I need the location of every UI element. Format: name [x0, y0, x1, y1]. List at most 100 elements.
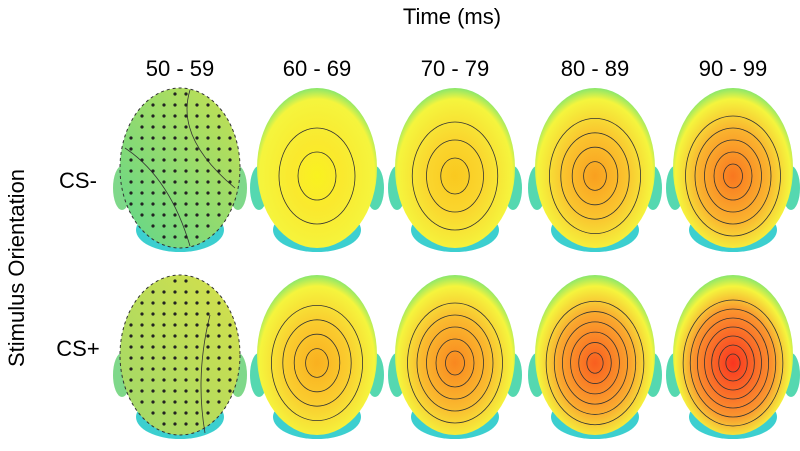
electrode: [162, 180, 166, 184]
electrode: [195, 345, 199, 349]
electrode: [151, 147, 155, 151]
head-surface: [535, 88, 655, 248]
electrode: [173, 202, 177, 206]
electrode: [162, 224, 166, 228]
electrode: [162, 213, 166, 217]
head-map: [113, 87, 247, 252]
electrode: [228, 147, 232, 151]
electrode: [140, 125, 144, 129]
electrode: [206, 345, 210, 349]
electrode: [173, 378, 177, 382]
electrode: [184, 114, 188, 118]
electrode: [129, 136, 133, 140]
electrode: [206, 147, 210, 151]
contour: [305, 348, 329, 378]
electrode: [228, 169, 232, 173]
electrode: [206, 323, 210, 327]
electrode: [206, 411, 210, 415]
electrode: [173, 301, 177, 305]
electrode: [162, 422, 166, 426]
electrode: [217, 378, 221, 382]
electrode: [151, 213, 155, 217]
electrode: [195, 191, 199, 195]
contour: [545, 300, 645, 426]
electrode: [173, 422, 177, 426]
electrode: [184, 422, 188, 426]
contour: [682, 299, 784, 427]
electrode: [217, 301, 221, 305]
electrode: [217, 400, 221, 404]
electrode: [162, 169, 166, 173]
electrode: [140, 147, 144, 151]
electrode: [228, 202, 232, 206]
electrode: [162, 301, 166, 305]
electrode: [228, 378, 232, 382]
electrode: [206, 103, 210, 107]
electrode: [195, 290, 199, 294]
electrode: [162, 136, 166, 140]
electrode: [151, 103, 155, 107]
head-map: [388, 88, 522, 252]
head-map: [528, 275, 662, 439]
electrode: [173, 125, 177, 129]
electrode: [184, 235, 188, 239]
contour: [407, 302, 503, 424]
electrode: [151, 158, 155, 162]
electrode: [140, 334, 144, 338]
electrode: [151, 334, 155, 338]
electrode: [140, 312, 144, 316]
contour: [270, 304, 363, 421]
electrode: [129, 180, 133, 184]
electrode: [140, 136, 144, 140]
electrode: [162, 202, 166, 206]
electrode: [173, 147, 177, 151]
electrode: [184, 356, 188, 360]
electrode: [162, 103, 166, 107]
contour: [278, 127, 356, 225]
contour: [297, 151, 337, 201]
electrode: [206, 213, 210, 217]
electrode: [129, 389, 133, 393]
contour: [416, 314, 494, 412]
head-surface: [395, 275, 515, 435]
electrode: [184, 312, 188, 316]
electrode: [140, 180, 144, 184]
contour: [685, 115, 781, 237]
electrode: [162, 400, 166, 404]
electrode: [217, 169, 221, 173]
electrode: [195, 158, 199, 162]
electrode: [217, 356, 221, 360]
contour: [713, 151, 753, 201]
electrode: [140, 356, 144, 360]
electrode: [173, 290, 177, 294]
contour: [282, 319, 352, 407]
electrode: [184, 191, 188, 195]
head-map: [666, 275, 800, 439]
electrode: [129, 169, 133, 173]
contour: [435, 338, 475, 388]
electrode: [217, 389, 221, 393]
electrode: [173, 213, 177, 217]
electrode: [173, 345, 177, 349]
head-surface: [673, 275, 793, 435]
contour: [578, 342, 612, 384]
electrode: [162, 411, 166, 415]
head-maps: [113, 87, 800, 439]
electrode: [129, 356, 133, 360]
contour: [549, 118, 642, 234]
electrode: [184, 224, 188, 228]
head-map: [113, 274, 247, 439]
electrode: [195, 169, 199, 173]
electrode: [173, 411, 177, 415]
electrode: [173, 356, 177, 360]
electrode: [217, 114, 221, 118]
head-surface: [395, 88, 515, 248]
electrode: [206, 290, 210, 294]
electrode: [151, 323, 155, 327]
electrode: [129, 202, 133, 206]
y-label: Stimulus Orientation: [4, 169, 29, 367]
electrode: [184, 147, 188, 151]
contour: [560, 132, 630, 220]
contour: [426, 326, 484, 400]
head-surface: [535, 275, 655, 435]
